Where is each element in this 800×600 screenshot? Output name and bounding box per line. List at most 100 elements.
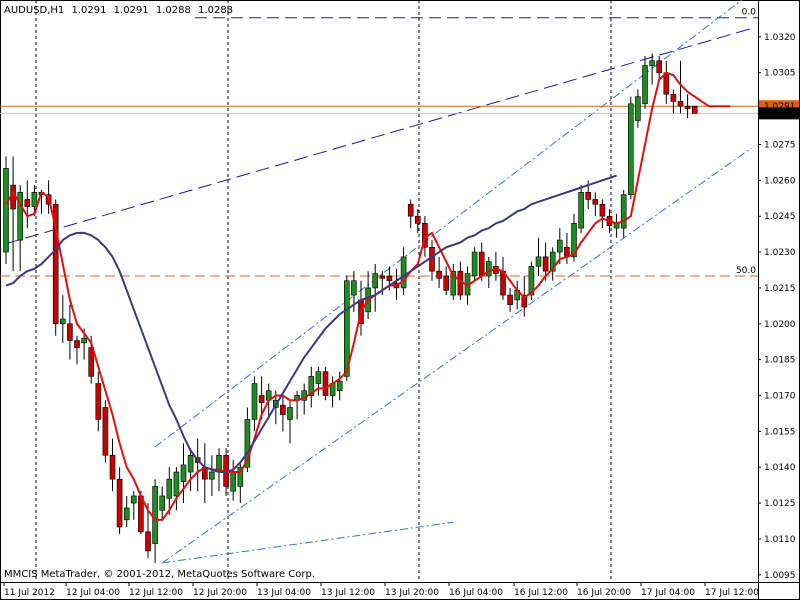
y-tick-label: 1.0155 bbox=[764, 427, 796, 437]
bull-candle bbox=[237, 466, 244, 487]
bull-candle bbox=[635, 96, 641, 121]
bear-candle bbox=[656, 60, 663, 74]
bear-candle bbox=[258, 395, 265, 403]
bull-candle bbox=[166, 478, 173, 499]
bear-candle bbox=[599, 203, 606, 217]
x-tick-label: 16 Jul 12:00 bbox=[514, 588, 568, 598]
bull-candle bbox=[549, 251, 556, 272]
channel-line-lower bbox=[161, 147, 752, 564]
channel-line-upper bbox=[154, 0, 743, 448]
red-moving-average bbox=[5, 71, 710, 521]
bull-candle bbox=[152, 486, 158, 545]
copyright-text: MMCIS MetaTrader, © 2001-2012, MetaQuote… bbox=[4, 569, 316, 580]
bear-candle bbox=[88, 347, 94, 377]
bear-candle bbox=[429, 246, 435, 272]
bear-candle bbox=[592, 199, 599, 205]
x-tick-label: 13 Jul 12:00 bbox=[321, 588, 375, 598]
y-tick-label: 1.0170 bbox=[764, 392, 796, 402]
bear-candle bbox=[67, 323, 73, 341]
y-tick-label: 1.0215 bbox=[764, 284, 796, 294]
bear-candle bbox=[670, 93, 677, 102]
bull-candle bbox=[123, 507, 130, 521]
bear-candle bbox=[109, 454, 116, 480]
bull-candle bbox=[471, 251, 478, 277]
bull-candle bbox=[485, 261, 492, 277]
upper-trend-line bbox=[5, 28, 752, 245]
bear-candle bbox=[436, 270, 442, 279]
bear-candle bbox=[52, 203, 59, 325]
bear-candle bbox=[521, 294, 528, 308]
fibo-level-label: 0.0 bbox=[742, 8, 757, 18]
bear-candle bbox=[507, 294, 513, 305]
bear-candle bbox=[102, 407, 109, 456]
close-value: 1.0288 bbox=[198, 5, 234, 16]
bull-candle bbox=[336, 380, 343, 392]
bull-candle bbox=[400, 256, 407, 289]
bear-candle bbox=[280, 404, 286, 415]
y-tick-label: 1.0275 bbox=[764, 140, 796, 150]
bid-price-label: 1.0288 bbox=[764, 109, 796, 119]
bull-candle bbox=[571, 223, 577, 258]
bull-candle bbox=[244, 419, 251, 468]
bull-candle bbox=[642, 65, 648, 105]
bear-candle bbox=[95, 383, 102, 420]
bear-candle bbox=[386, 275, 393, 282]
x-tick-label: 17 Jul 12:00 bbox=[705, 588, 759, 598]
open-value: 1.0291 bbox=[71, 5, 107, 16]
y-tick-label: 1.0095 bbox=[764, 571, 796, 581]
x-tick-label: 13 Jul 04:00 bbox=[257, 588, 311, 598]
bear-candle bbox=[74, 340, 80, 348]
fibo-level-label: 50.0 bbox=[736, 266, 756, 276]
symbol-label: AUDUSD,H1 bbox=[4, 5, 65, 16]
bull-candle bbox=[578, 191, 584, 229]
low-value: 1.0288 bbox=[155, 5, 191, 16]
bull-candle bbox=[251, 383, 258, 420]
bear-candle bbox=[145, 531, 151, 552]
x-tick-label: 16 Jul 04:00 bbox=[449, 588, 503, 598]
y-tick-label: 1.0125 bbox=[764, 499, 796, 509]
bear-candle bbox=[443, 275, 450, 291]
bull-candle bbox=[351, 280, 357, 296]
bull-candle bbox=[627, 103, 634, 195]
ask-price-label: 1.0291 bbox=[764, 102, 796, 112]
bull-candle bbox=[3, 168, 9, 253]
bull-candle bbox=[187, 454, 194, 473]
bull-candle bbox=[315, 371, 322, 384]
bear-candle bbox=[585, 191, 592, 200]
bull-candle bbox=[343, 280, 350, 377]
y-tick-label: 1.0110 bbox=[764, 535, 796, 545]
y-tick-label: 1.0140 bbox=[764, 463, 796, 473]
y-tick-label: 1.0320 bbox=[764, 33, 796, 43]
bull-candle bbox=[173, 471, 180, 497]
bear-candle bbox=[414, 215, 421, 224]
bull-candle bbox=[556, 239, 563, 253]
bull-candle bbox=[372, 273, 379, 289]
x-tick-label: 16 Jul 20:00 bbox=[577, 588, 631, 598]
bear-candle bbox=[542, 256, 549, 272]
x-tick-label: 11 Jul 2012 bbox=[4, 588, 55, 598]
bull-candle bbox=[159, 495, 165, 511]
support-line bbox=[162, 521, 454, 564]
bull-candle bbox=[649, 60, 655, 66]
bull-candle bbox=[81, 337, 87, 344]
y-tick-label: 1.0245 bbox=[764, 212, 796, 222]
bull-candle bbox=[31, 191, 38, 207]
bull-candle bbox=[230, 471, 236, 492]
high-value: 1.0291 bbox=[113, 5, 149, 16]
y-tick-label: 1.0260 bbox=[764, 176, 796, 186]
bear-candle bbox=[116, 478, 123, 528]
x-tick-label: 12 Jul 12:00 bbox=[129, 588, 183, 598]
bull-candle bbox=[450, 270, 457, 296]
bull-candle bbox=[308, 376, 315, 396]
y-tick-label: 1.0305 bbox=[764, 69, 796, 79]
bear-candle bbox=[663, 72, 670, 95]
x-tick-label: 12 Jul 04:00 bbox=[66, 588, 120, 598]
bull-candle bbox=[17, 191, 24, 241]
chart-header: AUDUSD,H1 1.0291 1.0291 1.0288 1.0288 bbox=[4, 5, 237, 16]
x-tick-label: 17 Jul 04:00 bbox=[641, 588, 695, 598]
bull-candle bbox=[528, 266, 535, 296]
bear-candle bbox=[322, 371, 329, 396]
x-tick-label: 13 Jul 20:00 bbox=[385, 588, 439, 598]
bull-candle bbox=[535, 256, 542, 267]
